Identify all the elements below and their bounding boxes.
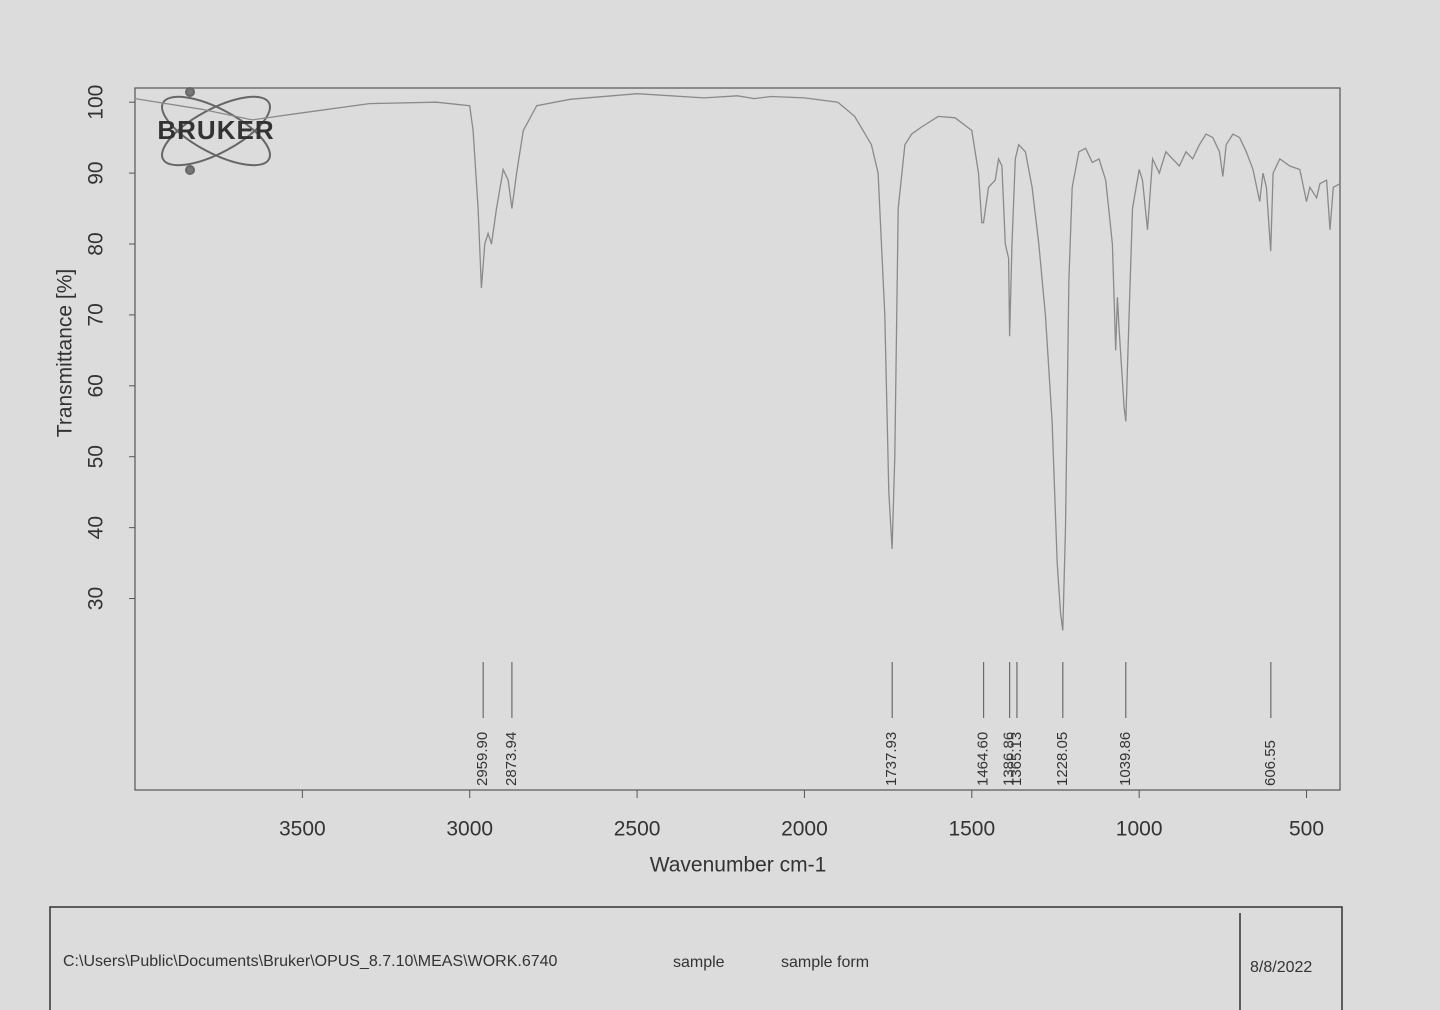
x-tick-label: 2500: [614, 818, 661, 841]
peak-label: 2959.90: [474, 732, 491, 786]
x-tick-label: 500: [1289, 818, 1324, 841]
x-tick-label: 1000: [1116, 818, 1163, 841]
x-tick-label: 3000: [446, 818, 493, 841]
peak-label: 1464.60: [975, 732, 992, 786]
x-tick-label: 3500: [279, 818, 326, 841]
x-tick-label: 2000: [781, 818, 828, 841]
y-tick-label: 40: [85, 516, 108, 539]
peak-label: 1365.13: [1008, 732, 1025, 786]
y-tick-label: 30: [85, 587, 108, 610]
peak-label: 1228.05: [1054, 732, 1071, 786]
y-tick-label: 90: [85, 161, 108, 184]
plot-frame: [134, 87, 1341, 791]
peak-label: 2873.94: [503, 732, 520, 786]
spectrum-line: [134, 93, 1341, 631]
y-tick-label: 70: [85, 303, 108, 326]
y-tick-label: 60: [85, 374, 108, 397]
footer-path: C:\Users\Public\Documents\Bruker\OPUS_8.…: [63, 953, 558, 970]
peak-label: 1737.93: [883, 732, 900, 786]
footer-box: [49, 906, 1343, 1010]
footer-sample: sample: [673, 954, 725, 971]
x-tick-label: 1500: [948, 818, 995, 841]
peak-label: 1039.86: [1117, 732, 1134, 786]
footer-date: 8/8/2022: [1250, 959, 1312, 976]
y-tick-label: 100: [85, 85, 108, 120]
peak-label: 1386.86: [1001, 732, 1018, 786]
y-axis-label: Transmittance [%]: [54, 269, 77, 437]
y-tick-label: 80: [85, 232, 108, 255]
x-axis-label: Wavenumber cm-1: [650, 854, 827, 877]
peak-label: 606.55: [1262, 740, 1279, 786]
footer-form: sample form: [781, 954, 869, 971]
y-tick-label: 50: [85, 445, 108, 468]
